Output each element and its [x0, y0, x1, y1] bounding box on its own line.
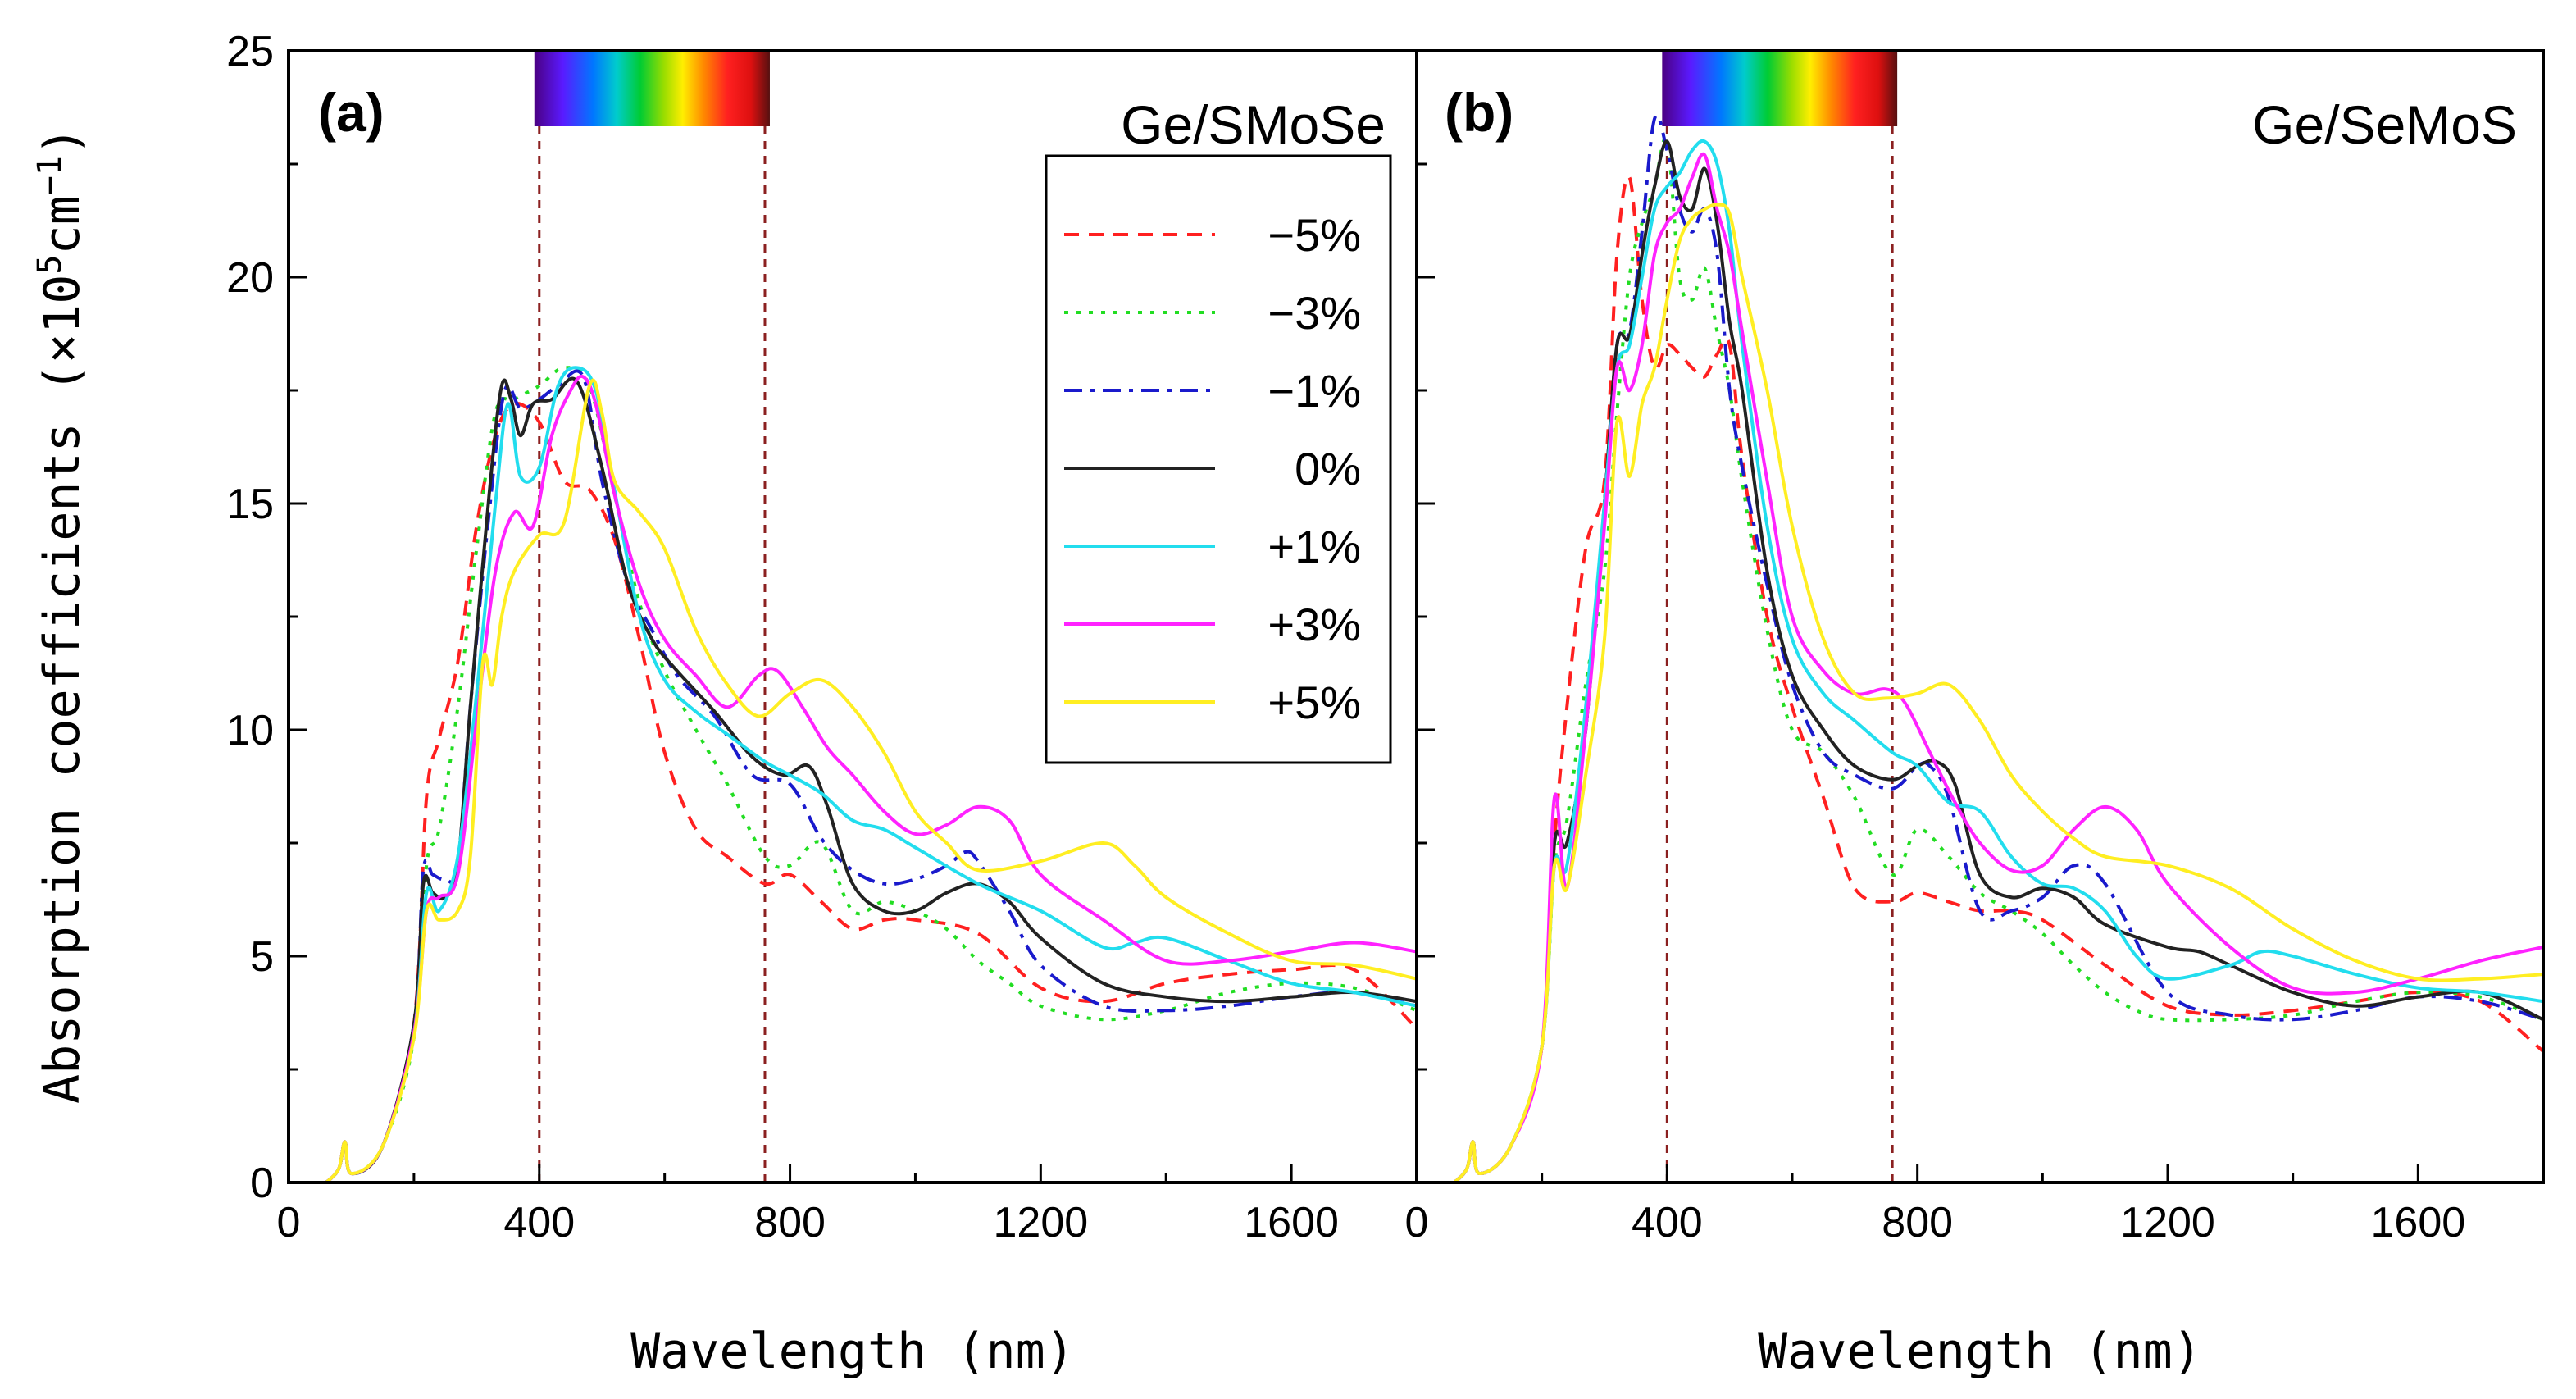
series-line-b-1: [1453, 137, 2543, 1183]
x-tick-label-a-1: 400: [503, 1199, 575, 1246]
legend-label-6: +5%: [1268, 677, 1361, 728]
plot-frame-b: [1415, 49, 2545, 1184]
series-line-b-4: [1453, 139, 2543, 1183]
series-line-b-2: [1453, 113, 2543, 1183]
legend-label-3: 0%: [1295, 443, 1361, 494]
series-line-a-6: [325, 378, 1417, 1183]
x-tick-label-a-2: 800: [754, 1199, 826, 1246]
x-axis-title-b: Wavelength (nm): [1758, 1323, 2202, 1380]
series-line-b-0: [1453, 175, 2543, 1183]
visible-spectrum-bar-a: [534, 51, 770, 126]
legend-label-1: −3%: [1268, 287, 1361, 339]
x-tick-label-b-0: 0: [1405, 1199, 1429, 1246]
y-tick-label-a-0: 0: [250, 1160, 274, 1207]
legend-label-0: −5%: [1268, 209, 1361, 261]
panel-label-b: (b): [1445, 82, 1513, 143]
x-tick-label-a-4: 1600: [1244, 1199, 1339, 1246]
x-tick-label-b-1: 400: [1632, 1199, 1703, 1246]
x-tick-label-a-3: 1200: [993, 1199, 1088, 1246]
axis-ticks-a: 0 400 800 1200 1600 0 5 10 15 20 25: [226, 28, 1339, 1246]
series-group-a: [325, 366, 1417, 1183]
x-tick-label-b-2: 800: [1882, 1199, 1953, 1246]
y-tick-label-a-5: 25: [226, 28, 274, 75]
series-line-b-3: [1453, 139, 2543, 1183]
x-tick-label-a-0: 0: [277, 1199, 301, 1246]
legend-label-4: +1%: [1268, 521, 1361, 572]
panel-title-a: Ge/SMoSe: [1121, 94, 1386, 155]
legend: −5% −3% −1% 0% +1% +3% +5%: [1045, 154, 1392, 764]
panel-label-a: (a): [318, 82, 385, 143]
series-group-b: [1453, 113, 2543, 1183]
series-line-b-6: [1453, 203, 2543, 1183]
legend-box: [1045, 154, 1392, 764]
series-line-b-5: [1453, 152, 2543, 1183]
visible-range-lines-b: [1665, 126, 1894, 1183]
legend-label-2: −1%: [1268, 365, 1361, 417]
panel-title-b: Ge/SeMoS: [2252, 94, 2517, 155]
axis-ticks-b: 0 400 800 1200 1600: [1405, 49, 2465, 1246]
y-tick-label-a-3: 15: [226, 481, 274, 528]
series-line-a-3: [325, 376, 1417, 1183]
x-tick-label-b-3: 1200: [2120, 1199, 2215, 1246]
y-axis-title: Absorption coefficients (×105cm−1): [31, 126, 91, 1104]
y-tick-label-a-4: 20: [226, 254, 274, 302]
series-line-a-1: [325, 366, 1417, 1183]
legend-label-5: +3%: [1268, 599, 1361, 650]
x-axis-title-a: Wavelength (nm): [630, 1323, 1075, 1380]
y-tick-label-a-2: 10: [226, 707, 274, 754]
x-tick-label-b-4: 1600: [2370, 1199, 2465, 1246]
panel-b: 0 400 800 1200 1600 (b) Ge/SeMoS Wavelength …: [1405, 49, 2545, 1380]
visible-spectrum-bar-b: [1662, 51, 1898, 126]
y-tick-label-a-1: 5: [250, 933, 274, 981]
series-line-a-0: [325, 402, 1417, 1183]
